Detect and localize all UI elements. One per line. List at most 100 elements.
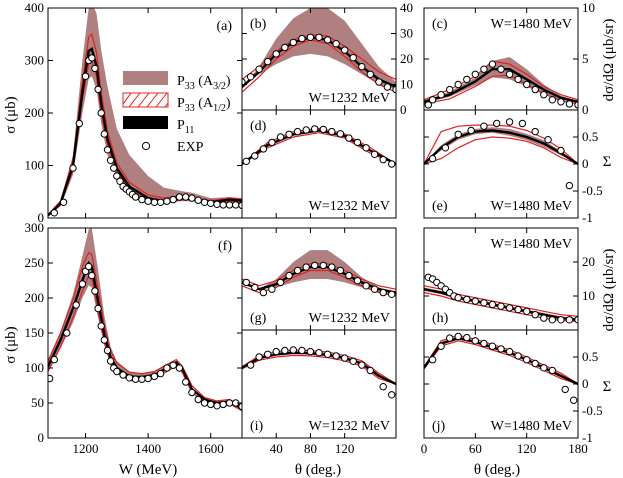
legend-label-a12: P33 (A1/2) [177,96,231,114]
panel-e-exp-point [505,118,514,126]
panel-h-exp-point [488,300,497,309]
panel-g-exp-point [379,288,387,297]
panel-h-label: (h) [432,311,449,326]
panel-g-exp-point [242,278,251,287]
panel-c-exp-point [497,65,505,73]
ytick-label-b: 20 [400,51,413,66]
panel-b-exp-point [281,43,289,52]
ytick-label-f: 50 [31,395,44,410]
xtick-label-j: 180 [568,441,588,456]
panel-f-exp-point [78,280,87,288]
panel-e-a12-upper [424,124,578,165]
panel-c-annotation: W=1480 MeV [491,17,572,32]
panel-j-a12-lower [424,340,578,385]
panel-j: (j) W=1480 MeV [423,329,579,439]
panel-f-exp-point [50,355,58,364]
panel-j-exp-point [471,337,479,345]
panel-b-band-a32 [242,8,396,90]
panel-i-exp-point [366,366,374,375]
panel-c-exp-point [471,70,479,79]
panel-a-label: (a) [216,19,232,34]
ytick-label-b: 30 [400,26,413,41]
panel-f-exp-point [72,301,80,309]
panel-i-band-a32 [242,351,396,384]
panel-a-exp-point [207,199,215,208]
panel-f-exp-point [88,271,96,280]
panel-c-exp-point [540,91,548,99]
panel-f-exp-point [100,336,109,344]
panel-j-exp-point [514,352,522,360]
xtick-label-f: 1200 [73,441,99,456]
panel-j-exp-point [428,356,437,364]
panel-d-exp-point [362,144,370,152]
panel-j-exp-point [497,345,505,353]
panel-g-exp-point [328,263,336,271]
xtick-label-f: 1600 [198,441,224,456]
xtick-label-j: 120 [517,441,537,456]
panel-g-label: (g) [250,311,267,326]
panel-c-exp-point [505,70,514,79]
panel-h-exp-point [523,307,531,315]
panel-f-exp-point [225,399,234,407]
legend-label-exp: EXP [177,140,204,155]
ytick-label-f: 0 [38,430,45,445]
panel-i-exp-point [349,357,357,365]
panel-f-exp-point [106,357,115,365]
ytick-label-f: 300 [25,220,45,235]
panel-i: (i) W=1232 MeV [241,329,397,439]
panel-b-exp-point [358,62,366,71]
legend-marker-exp [141,141,151,151]
panel-f-exp-point [97,322,105,330]
panel-c-p11-line [424,68,578,103]
ytick-label-b: 0 [400,102,407,117]
ytick-label-f: 100 [25,360,45,375]
panel-b-exp-point [323,36,332,44]
panel-j-band-a32 [424,336,578,384]
panel-b-exp-point [341,46,349,54]
xtick-label-j: 0 [421,441,428,456]
panel-g-exp-point [285,271,293,280]
panel-g-exp-point [302,263,310,271]
panel-e: (e) W=1480 MeV [423,109,579,219]
panel-g-exp-point [259,288,268,297]
panel-a-exp-point [225,201,234,209]
ytick-label-a: 200 [25,105,45,120]
panel-f-exp-point [188,388,196,397]
panel-a-exp-point [232,201,240,209]
legend-swatch-p11 [123,116,168,129]
panel-j-annotation: W=1480 MeV [491,419,572,434]
panel-f-exp-point [150,372,159,381]
panel-a-exp-point [94,85,102,94]
panel-c-exp-point [437,91,445,99]
panel-a: (a) [47,7,243,219]
panel-a-exp-point [238,201,242,210]
panel-i-exp-point [341,354,349,362]
panel-b-exp-point [349,54,357,62]
panel-f-a12-upper [48,251,242,408]
panel-f-exp-point [119,371,127,379]
panel-a-exp-point [97,109,105,117]
panel-d-exp-point [370,150,379,159]
xtick-label-i: 80 [304,441,317,456]
panel-j-p11-line [424,336,578,386]
right-ylabel-j: Σ [603,379,612,395]
panel-b-exp-point [289,38,297,47]
panel-c-plot [424,57,578,109]
panel-g-annotation: W=1232 MeV [309,311,390,326]
panel-c-exp-point [488,60,497,68]
panel-i-exp-point [323,350,332,358]
panel-g-exp-point [353,277,362,285]
panel-d-a12-upper [242,127,396,165]
panel-h-exp-point [557,316,565,324]
panel-f-exp-point [194,395,202,404]
panel-a-exp-point [81,72,90,81]
panel-c-exp-point [557,98,565,106]
panel-a-exp-point [219,201,227,209]
panel-i-plot [242,346,396,399]
panel-a-exp-point [169,195,177,204]
panel-f-exp-point [200,399,209,407]
panel-b-annotation: W=1232 MeV [309,91,390,106]
panel-d-exp-point [336,130,345,138]
panel-c-exp-point [480,65,488,73]
ytick-label-b: 40 [400,0,413,15]
